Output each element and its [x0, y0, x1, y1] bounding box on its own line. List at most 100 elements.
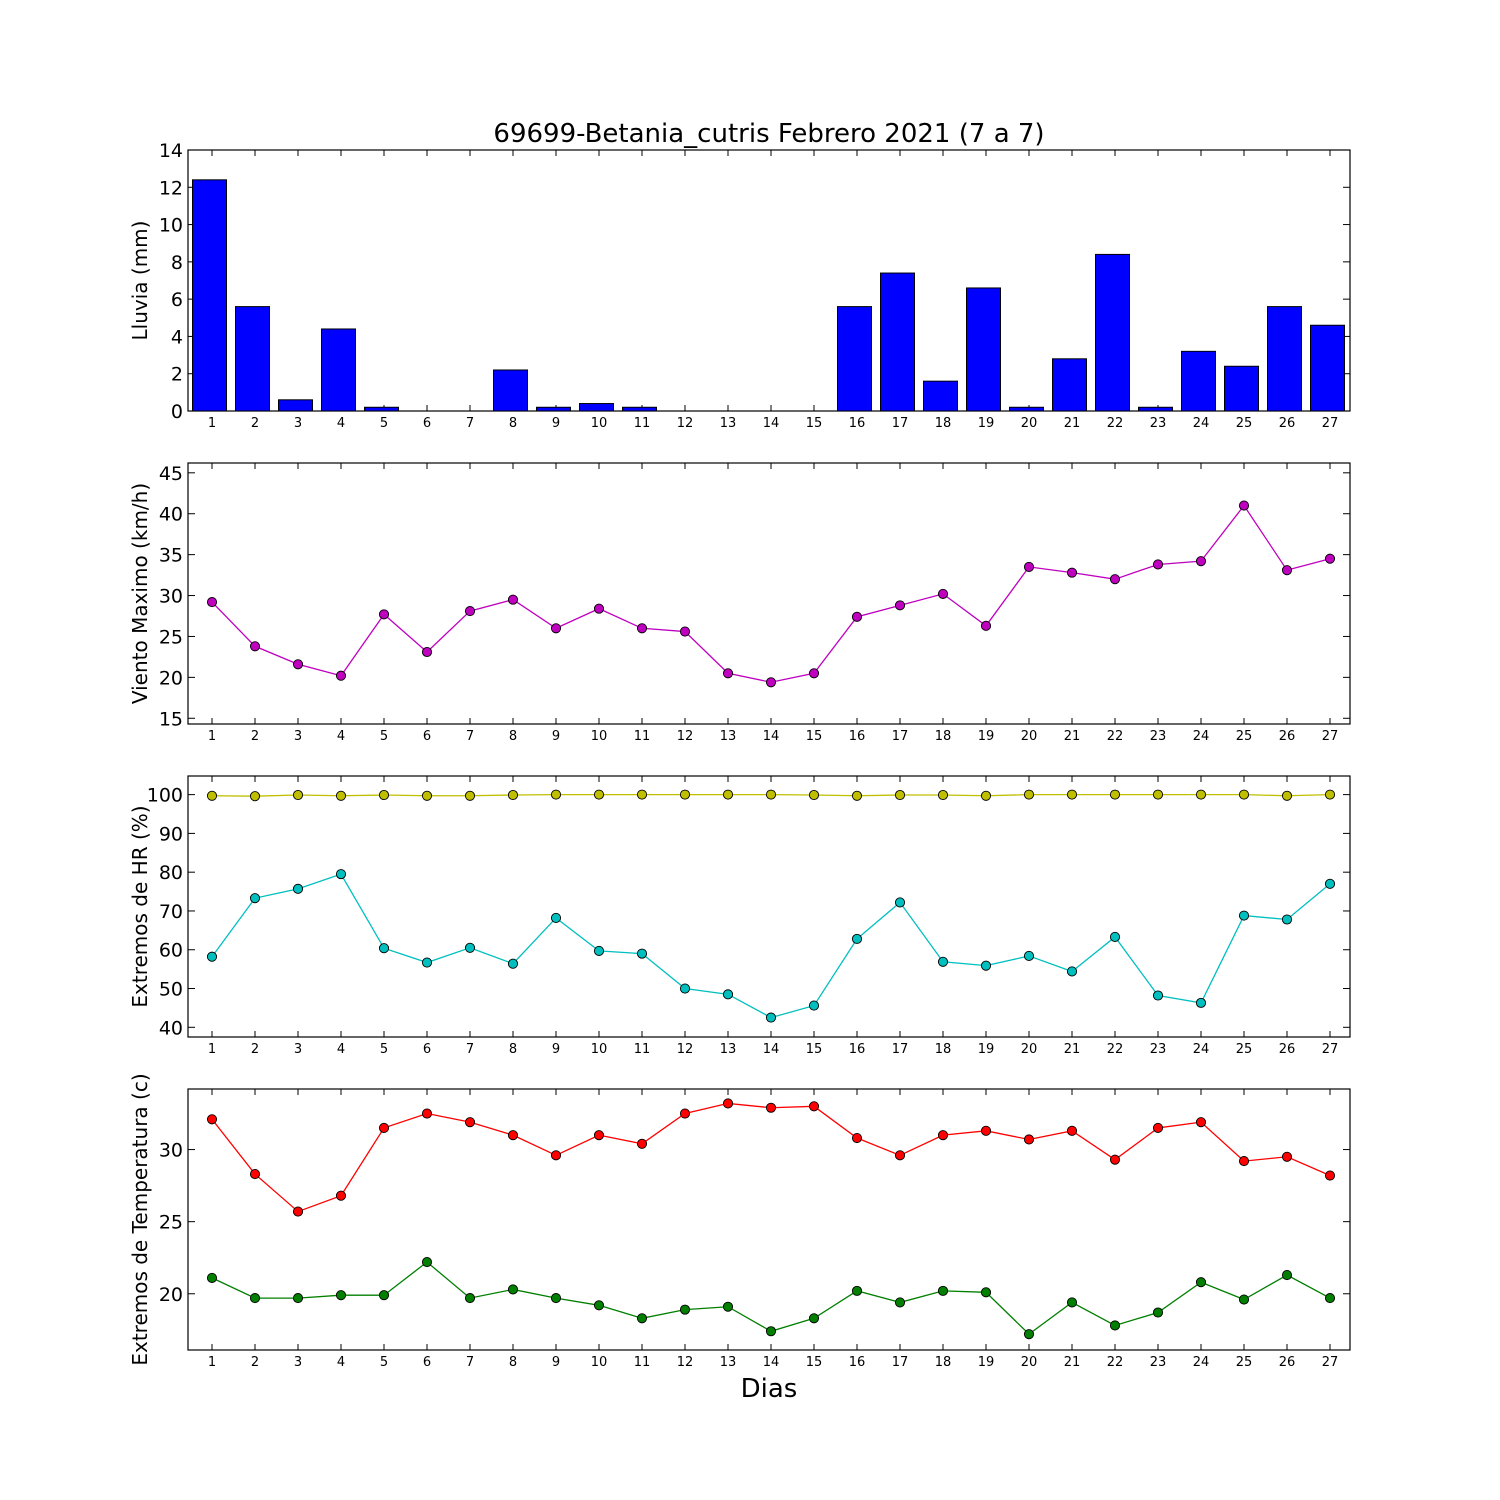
x-tick-label: 2 — [251, 1042, 259, 1057]
y-tick-label: 70 — [159, 901, 183, 923]
x-tick-label: 26 — [1279, 416, 1296, 431]
x-tick-label: 22 — [1107, 729, 1124, 744]
data-point — [636, 948, 648, 959]
x-tick-label: 21 — [1064, 729, 1081, 744]
data-point — [808, 1101, 820, 1112]
x-tick-label: 1 — [208, 1042, 216, 1057]
x-tick-label: 7 — [466, 416, 474, 431]
x-tick-label: 10 — [591, 416, 608, 431]
data-point — [894, 897, 906, 908]
data-point — [1023, 789, 1035, 800]
data-point — [550, 1150, 562, 1161]
x-tick-label: 7 — [466, 1042, 474, 1057]
y-tick-label: 35 — [159, 545, 183, 567]
y-tick-label: 4 — [171, 326, 183, 348]
data-point — [550, 623, 562, 634]
bar — [923, 380, 958, 412]
y-tick-label: 25 — [159, 1212, 183, 1234]
axes-frame — [187, 775, 1351, 1038]
data-point — [593, 603, 605, 614]
x-tick-label: 8 — [509, 1355, 517, 1370]
x-tick-label: 5 — [380, 729, 388, 744]
x-tick-label: 22 — [1107, 1042, 1124, 1057]
x-tick-label: 27 — [1322, 729, 1339, 744]
y-tick-label: 8 — [171, 252, 183, 274]
x-tick-label: 16 — [849, 416, 866, 431]
x-tick-label: 25 — [1236, 416, 1253, 431]
data-point — [507, 1130, 519, 1141]
data-point — [937, 1285, 949, 1296]
x-tick-label: 5 — [380, 416, 388, 431]
data-point — [1195, 789, 1207, 800]
y-tick-label: 25 — [159, 626, 183, 648]
data-point — [937, 588, 949, 599]
x-tick-label: 10 — [591, 1042, 608, 1057]
bar — [1310, 324, 1345, 412]
y-tick-label: 12 — [159, 177, 183, 199]
data-point — [722, 668, 734, 679]
x-tick-label: 15 — [806, 1355, 823, 1370]
data-point — [679, 626, 691, 637]
x-tick-label: 21 — [1064, 416, 1081, 431]
data-point — [1238, 910, 1250, 921]
y-axis-label: Extremos de Temperatura (c) — [128, 1073, 152, 1365]
axes-frame — [187, 1088, 1351, 1351]
bar — [278, 399, 313, 412]
y-tick-label: 0 — [171, 401, 183, 423]
x-tick-label: 18 — [935, 1042, 952, 1057]
x-tick-label: 7 — [466, 1355, 474, 1370]
data-point — [249, 1293, 261, 1304]
bar — [493, 369, 528, 412]
y-tick-label: 2 — [171, 364, 183, 386]
x-tick-label: 3 — [294, 729, 302, 744]
data-point — [1281, 790, 1293, 801]
data-point — [851, 1285, 863, 1296]
x-tick-label: 3 — [294, 416, 302, 431]
y-axis-label: Extremos de HR (%) — [128, 805, 152, 1007]
x-tick-label: 4 — [337, 1355, 345, 1370]
x-tick-label: 2 — [251, 416, 259, 431]
x-tick-label: 19 — [978, 729, 995, 744]
data-point — [808, 668, 820, 679]
data-point — [335, 790, 347, 801]
x-tick-label: 6 — [423, 1355, 431, 1370]
data-point — [722, 1301, 734, 1312]
x-tick-label: 9 — [552, 416, 560, 431]
x-tick-label: 26 — [1279, 1042, 1296, 1057]
data-point — [1281, 1151, 1293, 1162]
x-tick-label: 17 — [892, 416, 909, 431]
x-tick-label: 20 — [1021, 1042, 1038, 1057]
x-tick-label: 14 — [763, 1355, 780, 1370]
x-tick-label: 23 — [1150, 729, 1167, 744]
data-point — [1023, 561, 1035, 572]
data-point — [937, 956, 949, 967]
y-tick-label: 20 — [159, 1284, 183, 1306]
data-point — [1324, 878, 1336, 889]
data-point — [1238, 789, 1250, 800]
data-point — [249, 893, 261, 904]
data-point — [335, 670, 347, 681]
x-tick-label: 8 — [509, 729, 517, 744]
x-tick-label: 14 — [763, 416, 780, 431]
x-tick-label: 27 — [1322, 1042, 1339, 1057]
x-tick-label: 6 — [423, 1042, 431, 1057]
data-point — [206, 1114, 218, 1125]
x-tick-label: 11 — [634, 1355, 651, 1370]
y-tick-label: 100 — [147, 785, 183, 807]
x-tick-label: 12 — [677, 729, 694, 744]
data-point — [1238, 500, 1250, 511]
bar — [1138, 406, 1173, 412]
bar — [1052, 358, 1087, 412]
y-tick-label: 30 — [159, 1140, 183, 1162]
data-point — [851, 790, 863, 801]
data-point — [1195, 1277, 1207, 1288]
y-tick-label: 90 — [159, 823, 183, 845]
data-point — [1324, 1293, 1336, 1304]
x-tick-label: 23 — [1150, 1355, 1167, 1370]
y-tick-label: 10 — [159, 215, 183, 237]
x-tick-label: 24 — [1193, 416, 1210, 431]
x-tick-label: 12 — [677, 416, 694, 431]
data-point — [679, 1304, 691, 1315]
